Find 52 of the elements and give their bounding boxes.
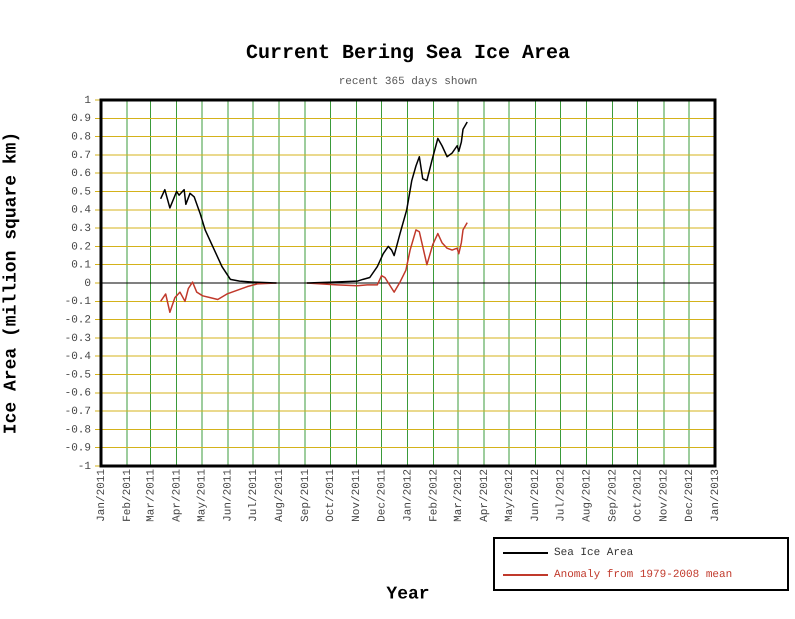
y-tick-label: 0.5 — [71, 186, 91, 198]
y-tick-label: 0.1 — [71, 260, 92, 272]
y-tick-label: 1 — [84, 94, 92, 107]
x-tick-label: Aug/2011 — [274, 468, 286, 522]
y-tick-label: -0.4 — [64, 351, 92, 364]
y-tick-label: 0.8 — [71, 132, 91, 144]
x-tick-label: Apr/2011 — [172, 468, 184, 522]
x-tick-label: Mar/2012 — [452, 469, 465, 522]
x-tick-label: Aug/2012 — [581, 469, 594, 522]
y-tick-label: 0.9 — [71, 113, 91, 126]
x-tick-label: Nov/2011 — [351, 468, 364, 522]
x-tick-label: May/2012 — [504, 469, 516, 522]
x-tick-label: Jul/2012 — [555, 469, 568, 522]
x-tick-label: Sep/2011 — [300, 468, 312, 522]
x-tick-label: Jun/2012 — [530, 469, 542, 522]
y-tick-label: -0.2 — [64, 314, 91, 327]
y-tick-label: 0 — [84, 278, 91, 290]
x-tick-label: Nov/2012 — [658, 469, 671, 522]
x-tick-label: Oct/2011 — [325, 468, 338, 522]
y-tick-label: -0.1 — [64, 296, 92, 308]
y-tick-label: -0.9 — [64, 442, 91, 455]
chart-title: Current Bering Sea Ice Area — [246, 42, 570, 65]
x-tick-label: Jul/2011 — [248, 468, 260, 522]
x-axis-title: Year — [386, 584, 430, 605]
legend-label: Sea Ice Area — [554, 547, 634, 559]
y-tick-label: -0.6 — [64, 388, 91, 400]
y-tick-label: 0.6 — [71, 168, 91, 180]
x-tick-label: Apr/2012 — [478, 469, 491, 522]
x-tick-label: Dec/2012 — [684, 469, 696, 522]
y-tick-label: -0.8 — [64, 424, 91, 436]
chart-subtitle: recent 365 days shown — [338, 76, 478, 88]
y-axis-title: Ice Area (million square km) — [1, 132, 22, 434]
x-tick-label: Oct/2012 — [632, 469, 645, 522]
x-tick-label: Jun/2011 — [222, 468, 235, 522]
y-tick-label: -0.3 — [64, 332, 91, 345]
legend-label: Anomaly from 1979-2008 mean — [554, 569, 732, 581]
y-tick-label: -1 — [78, 460, 92, 473]
x-tick-label: Jan/2013 — [710, 469, 722, 522]
y-tick-label: -0.5 — [64, 369, 91, 382]
x-tick-label: Dec/2011 — [376, 468, 388, 522]
x-tick-label: Mar/2011 — [145, 468, 158, 522]
y-tick-label: 0.3 — [71, 223, 91, 236]
x-tick-label: Sep/2012 — [607, 469, 620, 522]
y-tick-label: -0.7 — [64, 406, 91, 418]
y-tick-label: 0.7 — [71, 150, 91, 162]
x-tick-label: Jan/2011 — [96, 468, 108, 522]
y-tick-label: 0.4 — [71, 204, 92, 217]
x-tick-label: Jan/2012 — [402, 469, 414, 522]
x-tick-label: May/2011 — [196, 468, 209, 522]
x-tick-label: Feb/2012 — [428, 469, 441, 522]
y-tick-label: 0.2 — [71, 241, 91, 254]
x-tick-label: Feb/2011 — [122, 468, 134, 522]
